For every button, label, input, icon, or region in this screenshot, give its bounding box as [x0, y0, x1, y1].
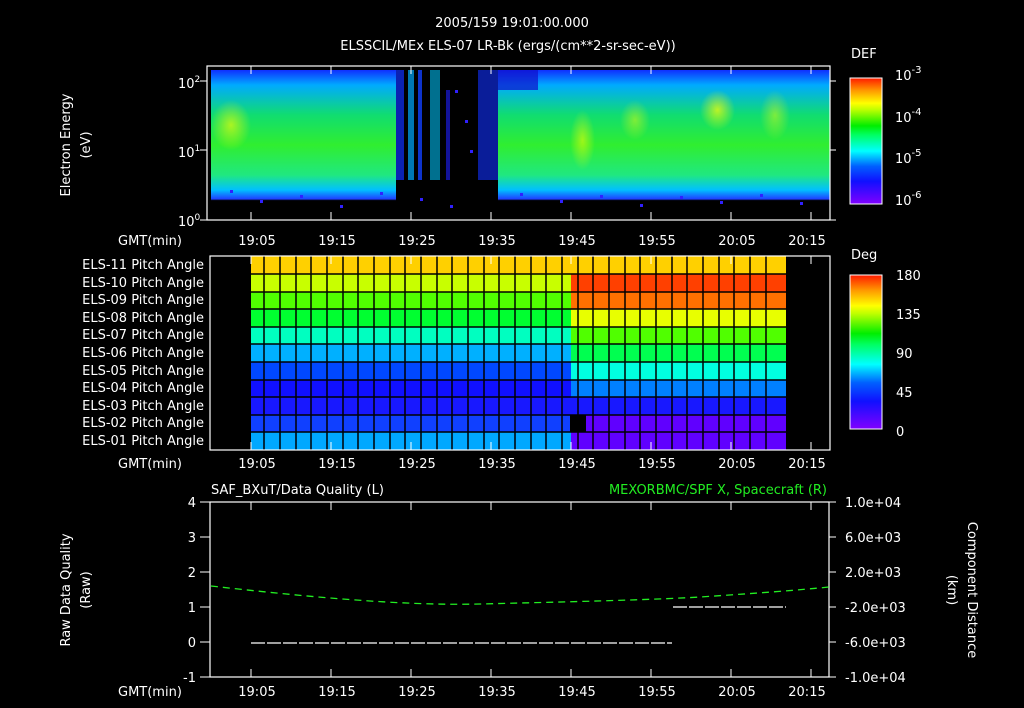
pitch-angle-cells-segment-1 [251, 256, 571, 450]
svg-text:180: 180 [896, 269, 921, 284]
left-series-title: SAF_BXuT/Data Quality (L) [211, 483, 384, 498]
svg-text:19:55: 19:55 [638, 234, 675, 249]
svg-text:ELS-02 Pitch Angle: ELS-02 Pitch Angle [82, 416, 204, 431]
gmt-label-2: GMT(min) [118, 457, 182, 472]
cbar-tick-1e-4: 10-4 [895, 107, 922, 126]
energy-spectrogram-panel: 102 101 100 Electron Energy (eV) GMT(min… [59, 47, 922, 249]
svg-text:2: 2 [188, 566, 196, 581]
svg-text:19:35: 19:35 [478, 234, 515, 249]
svg-text:-1.0e+04: -1.0e+04 [845, 671, 906, 686]
svg-text:ELS-03 Pitch Angle: ELS-03 Pitch Angle [82, 399, 204, 414]
spf-x-series-line [210, 585, 830, 605]
svg-text:19:25: 19:25 [398, 457, 435, 472]
svg-text:19:45: 19:45 [558, 234, 595, 249]
right-y-unit: (km) [944, 575, 959, 605]
svg-text:19:55: 19:55 [638, 685, 675, 700]
svg-text:ELS-10 Pitch Angle: ELS-10 Pitch Angle [82, 276, 204, 291]
spectrogram-x-tick-labels: 19:05 19:15 19:25 19:35 19:45 19:55 20:05 20:15 [238, 234, 825, 249]
svg-text:19:45: 19:45 [558, 685, 595, 700]
svg-text:19:15: 19:15 [318, 457, 355, 472]
svg-text:19:25: 19:25 [398, 234, 435, 249]
svg-text:ELS-04 Pitch Angle: ELS-04 Pitch Angle [82, 381, 204, 396]
svg-text:6.0e+03: 6.0e+03 [845, 531, 901, 546]
timestamp: 2005/159 19:01:00.000 [435, 16, 589, 31]
svg-text:135: 135 [896, 308, 921, 323]
spectrogram-x-ticks [200, 66, 836, 221]
svg-text:0: 0 [188, 636, 196, 651]
spectrogram-frame [206, 65, 831, 221]
left-y-label: Raw Data Quality [59, 533, 74, 646]
ytick-1e2: 102 [178, 75, 200, 92]
svg-text:19:15: 19:15 [318, 234, 355, 249]
svg-text:ELS-05 Pitch Angle: ELS-05 Pitch Angle [82, 364, 204, 379]
svg-text:ELS-09 Pitch Angle: ELS-09 Pitch Angle [82, 293, 204, 308]
svg-text:ELS-07 Pitch Angle: ELS-07 Pitch Angle [82, 328, 204, 343]
gmt-label-1: GMT(min) [118, 234, 182, 249]
line-plot-x-tick-labels: 19:05 19:15 19:25 19:35 19:45 19:55 20:05 20:15 [238, 685, 825, 700]
def-colorbar-label: DEF [851, 47, 877, 62]
cbar-tick-1e-6: 10-6 [895, 190, 922, 209]
svg-text:ELS-11 Pitch Angle: ELS-11 Pitch Angle [82, 258, 204, 273]
pitch-angle-x-ticks [250, 256, 812, 450]
svg-text:20:15: 20:15 [788, 234, 825, 249]
svg-text:-1: -1 [183, 671, 196, 686]
svg-text:2.0e+03: 2.0e+03 [845, 566, 901, 581]
line-plot-frame [209, 501, 830, 678]
svg-text:1: 1 [188, 601, 196, 616]
pitch-angle-x-tick-labels: 19:05 19:15 19:25 19:35 19:45 19:55 20:05 20:15 [238, 457, 825, 472]
left-y-tick-labels: 4 3 2 1 0 -1 [183, 496, 196, 686]
line-plot-ticks [200, 501, 836, 678]
gmt-label-3: GMT(min) [118, 685, 182, 700]
ytick-1e1: 101 [178, 144, 200, 161]
svg-text:20:15: 20:15 [788, 457, 825, 472]
ytick-1e0: 100 [178, 213, 201, 230]
def-colorbar [849, 77, 883, 205]
svg-text:19:05: 19:05 [238, 685, 275, 700]
energy-y-unit: (eV) [79, 131, 94, 158]
svg-text:0: 0 [896, 425, 904, 440]
svg-text:19:05: 19:05 [238, 234, 275, 249]
pitch-angle-panel: ELS-11 Pitch Angle ELS-10 Pitch Angle EL… [82, 248, 921, 472]
svg-text:20:05: 20:05 [718, 234, 755, 249]
left-y-unit: (Raw) [79, 571, 94, 609]
svg-text:4: 4 [188, 496, 196, 511]
chart-title: ELSSCIL/MEx ELS-07 LR-Bk (ergs/(cm**2-sr… [340, 39, 675, 54]
pitch-angle-row-labels: ELS-11 Pitch Angle ELS-10 Pitch Angle EL… [82, 258, 204, 449]
svg-text:90: 90 [896, 347, 913, 362]
pitch-angle-grid [251, 256, 786, 450]
svg-text:ELS-06 Pitch Angle: ELS-06 Pitch Angle [82, 346, 204, 361]
right-y-label: Component Distance [964, 522, 979, 658]
svg-text:19:15: 19:15 [318, 685, 355, 700]
svg-text:ELS-01 Pitch Angle: ELS-01 Pitch Angle [82, 434, 204, 449]
right-y-tick-labels: 1.0e+04 6.0e+03 2.0e+03 -2.0e+03 -6.0e+0… [845, 496, 906, 686]
cbar-tick-1e-5: 10-5 [895, 148, 922, 167]
svg-text:19:35: 19:35 [478, 457, 515, 472]
svg-text:19:55: 19:55 [638, 457, 675, 472]
pitch-angle-frame [209, 255, 831, 451]
svg-text:20:15: 20:15 [788, 685, 825, 700]
deg-colorbar [849, 274, 883, 430]
svg-text:ELS-08 Pitch Angle: ELS-08 Pitch Angle [82, 311, 204, 326]
svg-text:-2.0e+03: -2.0e+03 [845, 601, 906, 616]
energy-y-label: Electron Energy [59, 93, 74, 196]
svg-text:45: 45 [896, 386, 913, 401]
right-series-title: MEXORBMC/SPF X, Spacecraft (R) [609, 483, 827, 498]
data-quality-panel: SAF_BXuT/Data Quality (L) MEXORBMC/SPF X… [59, 483, 979, 700]
svg-text:3: 3 [188, 531, 196, 546]
svg-text:1.0e+04: 1.0e+04 [845, 496, 901, 511]
svg-text:19:05: 19:05 [238, 457, 275, 472]
deg-colorbar-label: Deg [851, 248, 877, 263]
svg-text:19:35: 19:35 [478, 685, 515, 700]
deg-colorbar-ticks: 180 135 90 45 0 [896, 269, 921, 440]
cbar-tick-1e-3: 10-3 [895, 65, 922, 84]
svg-text:19:45: 19:45 [558, 457, 595, 472]
pitch-angle-cells-segment-2 [570, 256, 786, 450]
svg-text:20:05: 20:05 [718, 685, 755, 700]
svg-text:19:25: 19:25 [398, 685, 435, 700]
svg-text:-6.0e+03: -6.0e+03 [845, 636, 906, 651]
svg-text:20:05: 20:05 [718, 457, 755, 472]
